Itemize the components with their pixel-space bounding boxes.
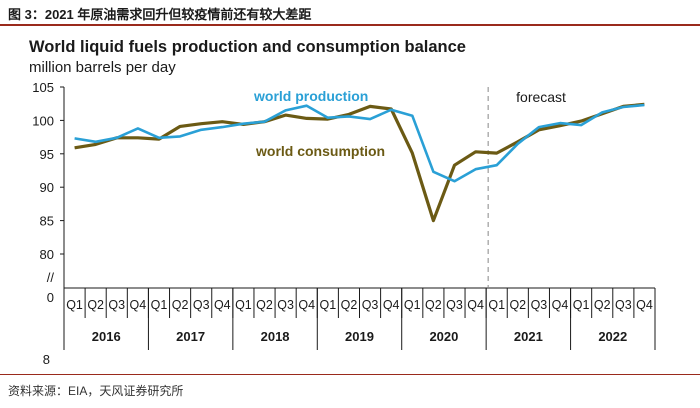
forecast-label: forecast — [516, 89, 566, 105]
y-tick-label: 95 — [40, 147, 54, 162]
quarter-tick-label: Q4 — [467, 298, 484, 312]
year-tick-label: 2021 — [514, 329, 543, 344]
year-tick-label: 2020 — [429, 329, 458, 344]
quarter-tick-label: Q1 — [151, 298, 168, 312]
figure-caption: 图 3：2021 年原油需求回升但较疫情前还有较大差距 — [8, 7, 312, 22]
y-tick-label: 0 — [47, 290, 54, 305]
year-tick-label: 2019 — [345, 329, 374, 344]
quarter-tick-label: Q1 — [66, 298, 83, 312]
y-tick-label: 105 — [32, 80, 54, 95]
quarter-tick-label: Q2 — [341, 298, 358, 312]
year-tick-label: 2017 — [176, 329, 205, 344]
caption-rule — [0, 24, 700, 26]
quarter-tick-label: Q4 — [636, 298, 653, 312]
quarter-tick-label: Q4 — [552, 298, 569, 312]
quarter-tick-label: Q3 — [193, 298, 210, 312]
year-tick-label: 2018 — [261, 329, 290, 344]
quarter-tick-label: Q2 — [172, 298, 189, 312]
chart-title: World liquid fuels production and consum… — [29, 38, 466, 56]
quarter-tick-label: Q2 — [509, 298, 526, 312]
quarter-tick-label: Q3 — [615, 298, 632, 312]
chart-subtitle: million barrels per day — [29, 59, 176, 76]
quarter-tick-label: Q1 — [319, 298, 336, 312]
y-tick-label: 80 — [40, 247, 54, 262]
quarter-tick-label: Q1 — [573, 298, 590, 312]
quarter-tick-label: Q4 — [130, 298, 147, 312]
source-rule — [0, 374, 700, 375]
series-line-production — [74, 103, 645, 183]
quarter-tick-label: Q1 — [488, 298, 505, 312]
source-note: 资料来源：EIA，天风证券研究所 — [8, 384, 184, 398]
stray-tick-label: 8 — [43, 352, 50, 367]
year-tick-label: 2016 — [92, 329, 121, 344]
series-line-consumption — [74, 102, 645, 223]
quarter-tick-label: Q4 — [383, 298, 400, 312]
series-label-consumption: world consumption — [255, 143, 385, 159]
quarter-tick-label: Q1 — [235, 298, 252, 312]
quarter-tick-label: Q3 — [362, 298, 379, 312]
quarter-tick-label: Q3 — [531, 298, 548, 312]
quarter-tick-label: Q1 — [404, 298, 421, 312]
quarter-tick-label: Q3 — [108, 298, 125, 312]
series-label-production: world production — [253, 88, 368, 104]
quarter-tick-label: Q2 — [87, 298, 104, 312]
quarter-tick-label: Q4 — [298, 298, 315, 312]
quarter-tick-label: Q3 — [446, 298, 463, 312]
quarter-tick-label: Q4 — [214, 298, 231, 312]
year-tick-label: 2022 — [598, 329, 627, 344]
y-tick-label: 100 — [32, 113, 54, 128]
y-tick-label: 85 — [40, 214, 54, 229]
quarter-tick-label: Q2 — [594, 298, 611, 312]
y-tick-label: 90 — [40, 180, 54, 195]
y-tick-label: // — [47, 270, 55, 285]
quarter-tick-label: Q2 — [256, 298, 273, 312]
quarter-tick-label: Q2 — [425, 298, 442, 312]
quarter-tick-label: Q3 — [277, 298, 294, 312]
